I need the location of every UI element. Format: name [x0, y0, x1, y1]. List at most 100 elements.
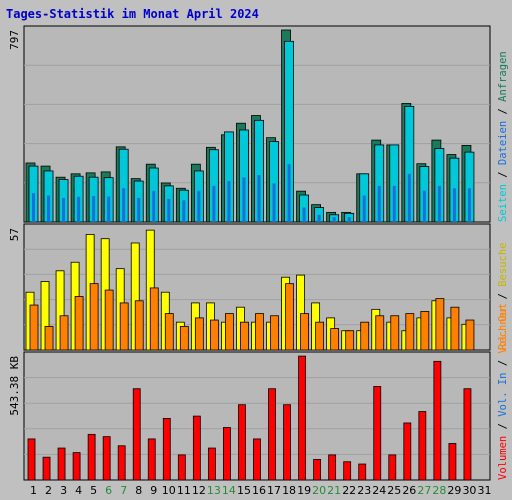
- bar-rechner-day-2: [44, 326, 54, 351]
- x-tick-label-day-30: 30: [462, 484, 476, 497]
- bottom-panel: [23, 351, 491, 481]
- legend-label-vol-in: Vol. In: [497, 373, 509, 417]
- bar-rechner-day-20: [315, 321, 325, 351]
- bar-volumen-day-11: [177, 454, 186, 481]
- bar-rechner-day-17: [270, 315, 279, 351]
- x-tick-label-day-4: 4: [75, 484, 82, 497]
- bar-rechner-day-1: [29, 304, 39, 351]
- right-side-labels: Seiten / Dateien / Anfragen Rechner / Bes…: [497, 51, 509, 480]
- legend-label-anfragen: Anfragen: [497, 51, 509, 102]
- label-separator: /: [497, 287, 509, 306]
- bar-rechner-day-23: [360, 321, 370, 351]
- bar-volumen-day-6: [102, 436, 111, 481]
- bar-dateien-day-17: [272, 183, 276, 222]
- x-tick-label-day-31: 31: [477, 484, 491, 497]
- bar-rechner-day-8: [134, 300, 144, 351]
- bar-rechner-day-28: [435, 298, 445, 351]
- bar-volumen-day-24: [373, 386, 382, 481]
- bar-dateien-day-3: [62, 197, 66, 222]
- x-tick-label-day-3: 3: [60, 484, 67, 497]
- bar-dateien-day-20: [317, 214, 321, 222]
- right-labels-top: Seiten / Dateien / Anfragen: [497, 51, 509, 222]
- x-tick-label-day-6: 6: [105, 484, 112, 497]
- x-tick-label-day-22: 22: [342, 484, 356, 497]
- bar-volumen-day-26: [403, 422, 412, 481]
- bar-volumen-day-21: [328, 454, 337, 481]
- bar-rechner-day-21: [330, 328, 340, 351]
- bar-rechner-day-22: [345, 330, 355, 351]
- x-tick-label-day-10: 10: [162, 484, 176, 497]
- bar-dateien-day-24: [377, 185, 381, 222]
- x-tick-label-day-23: 23: [357, 484, 371, 497]
- legend-label-dateien: Dateien: [497, 121, 509, 165]
- middle-y-max-label: 57: [8, 228, 21, 241]
- x-tick-label-day-9: 9: [150, 484, 157, 497]
- bar-volumen-day-2: [42, 456, 51, 481]
- bar-volumen-day-30: [463, 388, 472, 481]
- bar-dateien-day-19: [302, 207, 306, 222]
- x-tick-label-day-25: 25: [387, 484, 401, 497]
- bar-volumen-day-15: [238, 404, 246, 481]
- label-separator: /: [497, 354, 509, 373]
- bar-dateien-day-29: [452, 188, 456, 222]
- bar-dateien-day-16: [257, 175, 261, 222]
- bar-rechner-day-19: [300, 313, 309, 351]
- x-tick-label-day-28: 28: [432, 484, 446, 497]
- bar-volumen-day-3: [57, 447, 66, 481]
- bottom-y-max-label: 543.38 KB: [8, 356, 21, 416]
- label-separator: /: [497, 102, 509, 121]
- top-panel: [23, 25, 491, 223]
- bar-rechner-day-3: [59, 315, 69, 351]
- x-tick-label-day-8: 8: [135, 484, 142, 497]
- x-tick-label-day-26: 26: [402, 484, 416, 497]
- x-tick-label-day-24: 24: [372, 484, 386, 497]
- bar-volumen-day-16: [253, 438, 261, 481]
- x-tick-label-day-2: 2: [45, 484, 52, 497]
- bar-dateien-day-21: [332, 217, 336, 222]
- bar-volumen-day-19: [298, 355, 306, 481]
- bar-dateien-day-4: [77, 196, 81, 222]
- bar-dateien-day-12: [197, 190, 201, 222]
- bar-rechner-day-16: [255, 313, 264, 351]
- x-tick-label-day-27: 27: [417, 484, 431, 497]
- middle-panel: [23, 223, 491, 351]
- bar-rechner-day-15: [240, 321, 249, 351]
- bar-dateien-day-2: [47, 195, 51, 222]
- bar-rechner-day-7: [119, 302, 129, 351]
- bar-volumen-day-4: [72, 452, 81, 481]
- bar-volumen-day-9: [147, 438, 156, 481]
- bar-dateien-day-25: [392, 185, 396, 222]
- bar-volumen-day-17: [268, 388, 276, 481]
- x-tick-label-day-15: 15: [237, 484, 251, 497]
- bar-dateien-day-28: [437, 185, 441, 222]
- bar-dateien-day-10: [167, 198, 171, 222]
- legend-label-vol-out: Vol. Out: [497, 303, 509, 354]
- bar-dateien-day-5: [92, 195, 96, 222]
- x-tick-label-day-16: 16: [252, 484, 266, 497]
- bar-dateien-day-23: [362, 195, 366, 222]
- top-y-max-label: 797: [8, 30, 21, 50]
- x-tick-label-day-1: 1: [30, 484, 37, 497]
- x-tick-label-day-29: 29: [447, 484, 461, 497]
- bar-dateien-day-14: [227, 181, 231, 222]
- bar-dateien-day-8: [137, 197, 141, 222]
- x-tick-label-day-19: 19: [297, 484, 311, 497]
- bar-volumen-day-8: [132, 388, 141, 481]
- bar-rechner-day-10: [164, 313, 174, 351]
- legend-label-rechner: Rechner: [497, 306, 509, 350]
- x-tick-label-day-12: 12: [192, 484, 206, 497]
- x-tick-label-day-13: 13: [207, 484, 221, 497]
- x-tick-label-day-20: 20: [312, 484, 326, 497]
- chart-title: Tages-Statistik im Monat April 2024: [6, 7, 259, 21]
- bar-volumen-day-10: [162, 417, 171, 481]
- bar-rechner-day-18: [285, 283, 294, 351]
- x-tick-label-day-21: 21: [327, 484, 341, 497]
- x-axis-labels: 1 2 3 4 5 6 7 8 9 10 11 12 13 14 15 16 17 18 19 20 21 22 23 24 2…: [30, 484, 491, 497]
- x-tick-label-day-5: 5: [90, 484, 97, 497]
- bar-volumen-day-23: [358, 463, 367, 481]
- right-labels-bottom: Volumen / Vol. In / Vol. Out: [497, 303, 509, 480]
- x-tick-label-day-7: 7: [120, 484, 127, 497]
- bar-dateien-day-15: [242, 177, 246, 222]
- bar-dateien-day-11: [182, 200, 186, 222]
